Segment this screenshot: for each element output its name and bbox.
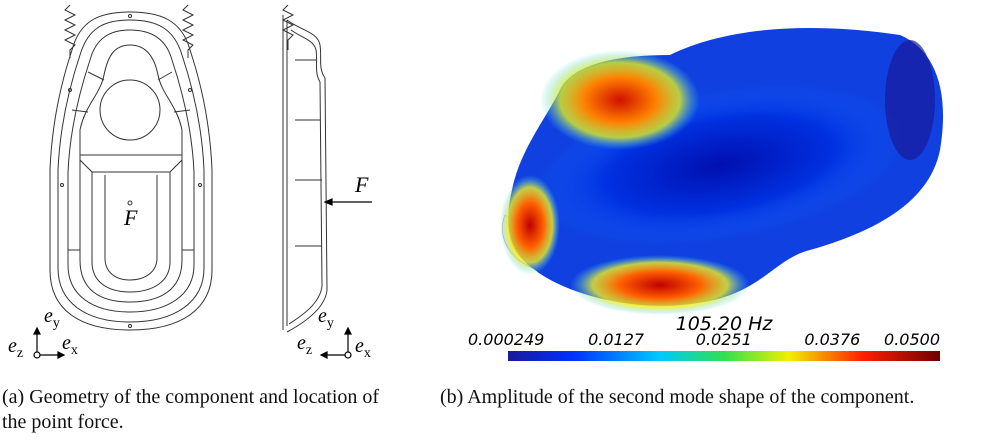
mode-shape xyxy=(500,27,944,315)
axes-a xyxy=(33,326,66,359)
side-view xyxy=(281,4,328,333)
axis-label: ey xyxy=(44,305,60,331)
axis-sub: z xyxy=(17,346,23,361)
force-label: F xyxy=(123,205,138,230)
axes-b xyxy=(319,326,352,359)
axis-base: e xyxy=(297,332,306,354)
axis-label: ey xyxy=(318,305,334,331)
axis-base: e xyxy=(318,305,327,327)
colorbar-title: 105.20 Hz xyxy=(676,313,774,335)
axis-label: ex xyxy=(355,335,371,361)
axis-sub: y xyxy=(53,316,60,331)
colorbar-tick-label: 0.0500 xyxy=(884,330,940,349)
force-arrow xyxy=(323,198,372,206)
caption: (a) Geometry of the component and locati… xyxy=(2,386,380,433)
colorbar-tick-label: 0.0251 xyxy=(696,330,752,349)
axis-base: e xyxy=(44,305,53,327)
colorbar-tick-label: 0.0127 xyxy=(588,330,645,349)
axis-sub: x xyxy=(364,346,371,361)
force-label: F xyxy=(354,172,369,197)
axis-sub: y xyxy=(327,316,334,331)
axis-base: e xyxy=(62,332,71,354)
axis-label: ez xyxy=(297,332,312,358)
axis-label: ez xyxy=(8,335,23,361)
axis-base: e xyxy=(355,335,364,357)
caption: (b) Amplitude of the second mode shape o… xyxy=(440,386,915,408)
axis-base: e xyxy=(8,335,17,357)
axis-sub: z xyxy=(306,343,312,358)
top-view xyxy=(49,4,213,331)
axis-label: ex xyxy=(62,332,78,358)
axis-sub: x xyxy=(71,343,78,358)
colorbar xyxy=(508,351,940,361)
colorbar-tick-label: 0.000249 xyxy=(468,330,544,349)
colorbar-tick-label: 0.0376 xyxy=(804,330,860,349)
